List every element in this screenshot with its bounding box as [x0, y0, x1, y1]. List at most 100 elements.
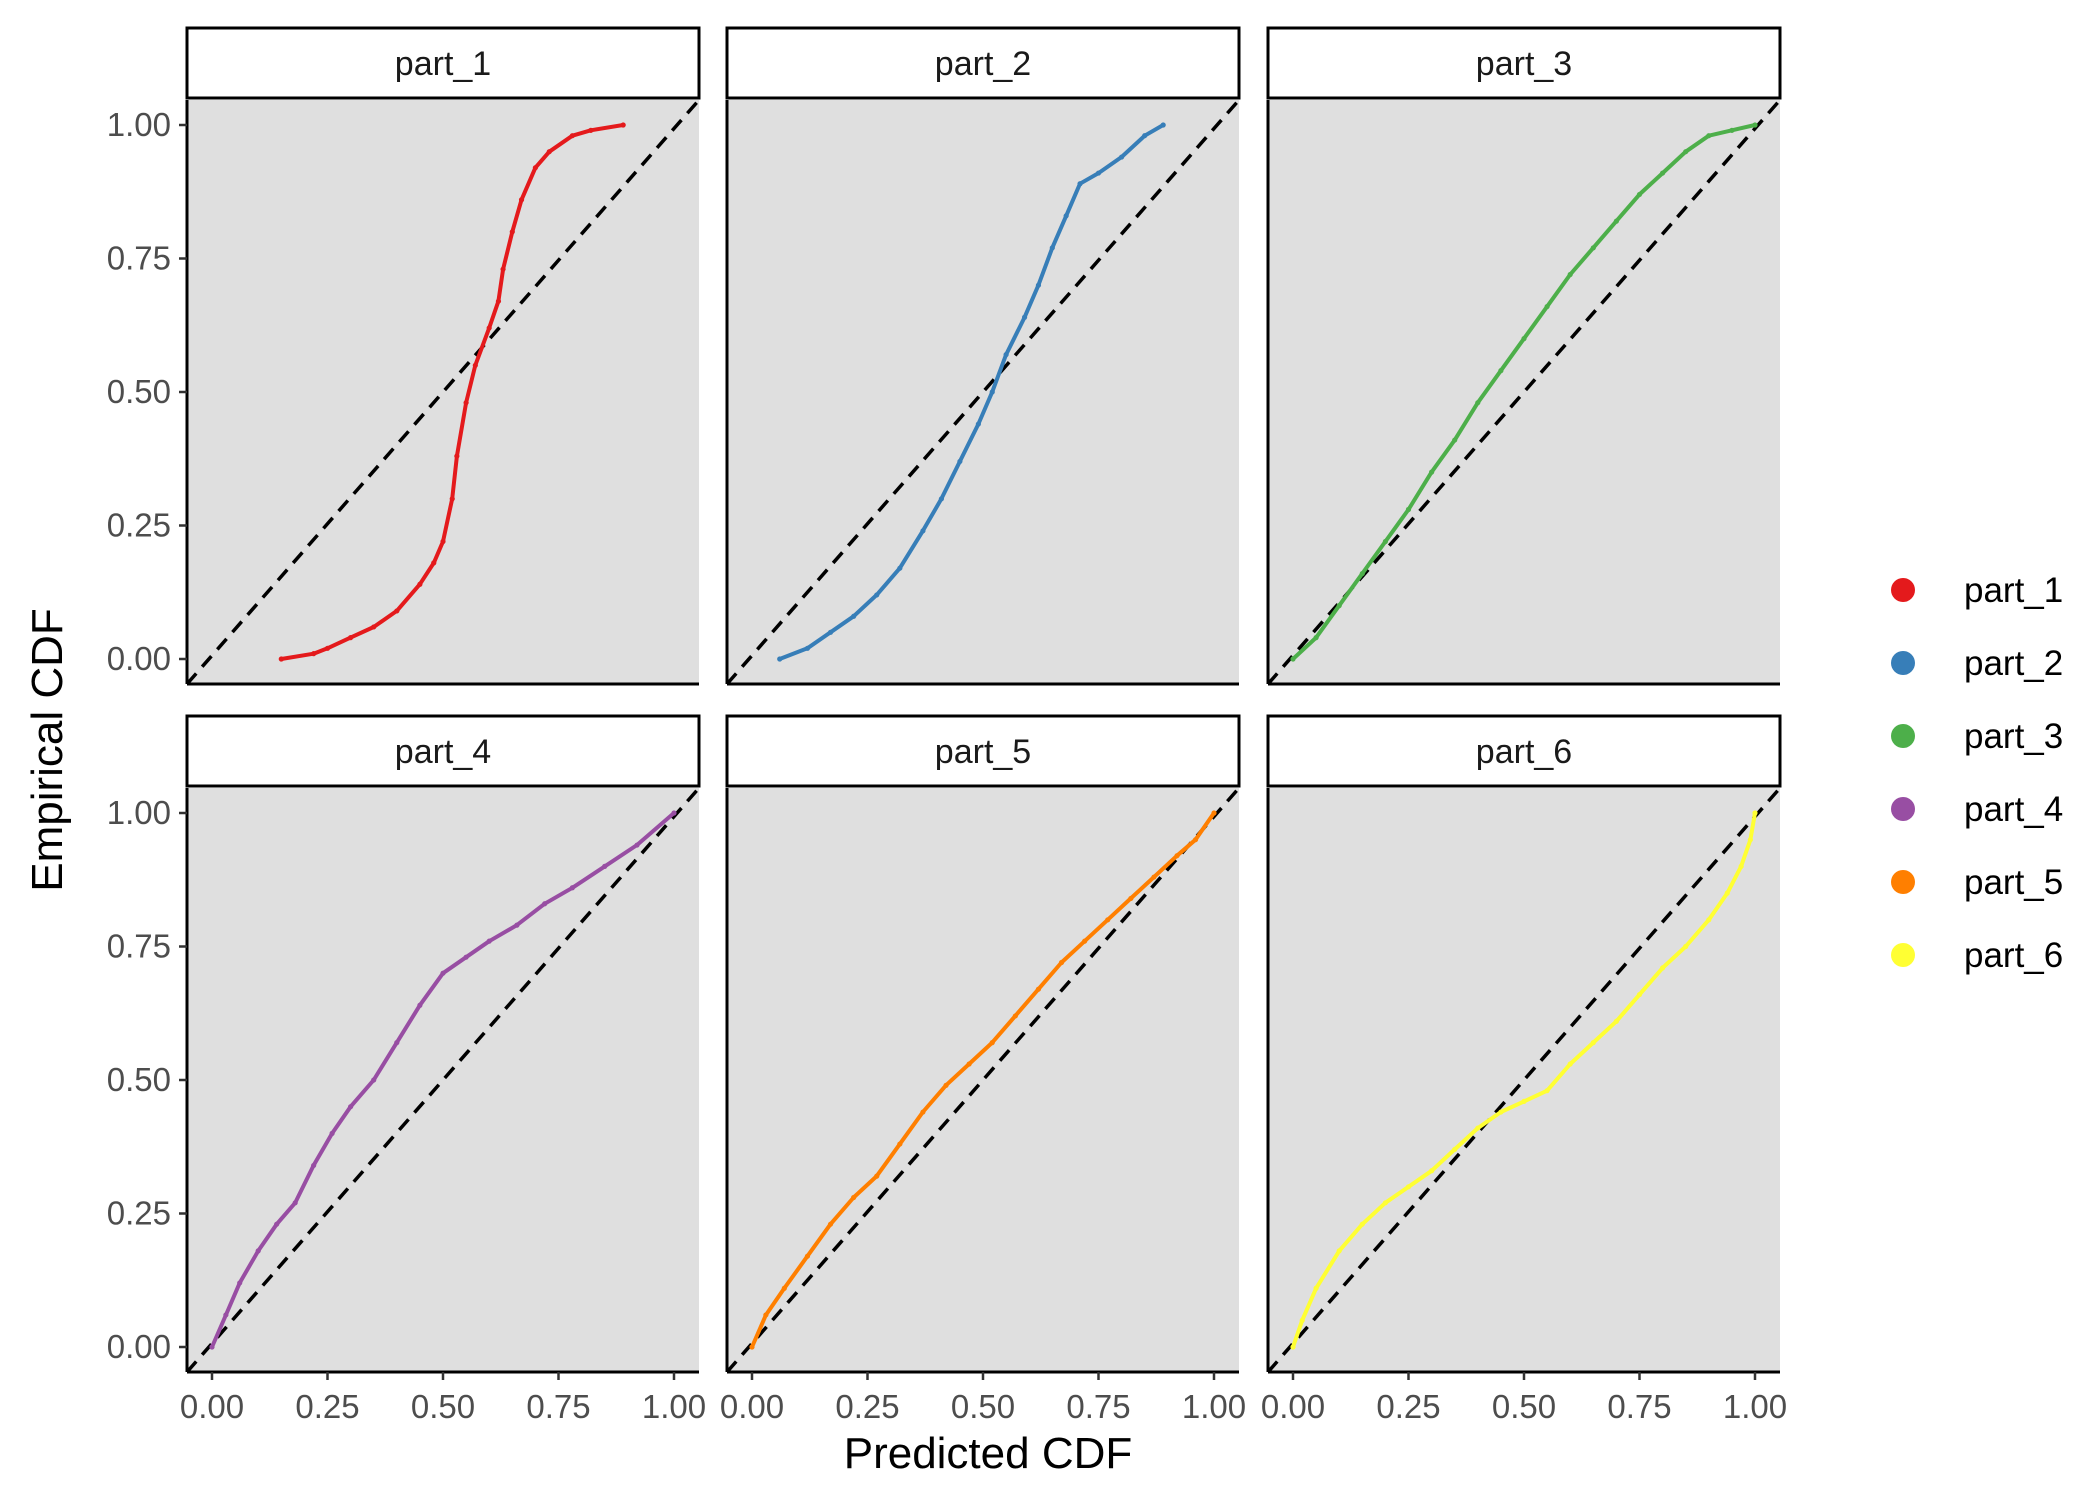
data-point — [943, 1082, 949, 1088]
data-point — [1498, 368, 1504, 374]
data-point — [781, 1285, 787, 1291]
legend-key — [1891, 724, 1915, 748]
data-point — [1636, 191, 1643, 198]
data-point — [634, 842, 640, 848]
data-point — [1313, 635, 1319, 641]
data-point — [1035, 282, 1042, 288]
x-tick-label: 1.00 — [1723, 1388, 1787, 1425]
data-point — [1192, 837, 1199, 843]
facet-panel-part_1: part_1 0.00 0.25 0.50 0.75 1.00 — [107, 26, 701, 686]
y-tick-label: 0.25 — [107, 1195, 171, 1232]
legend-key — [1891, 651, 1915, 675]
legend-item-part_3: part_3 — [1891, 717, 2063, 756]
data-point — [440, 538, 446, 545]
data-point — [1290, 656, 1296, 662]
legend-item-part_6: part_6 — [1891, 936, 2063, 975]
legend-item-part_1: part_1 — [1891, 571, 2063, 610]
data-point — [514, 922, 520, 928]
data-point — [1128, 895, 1134, 902]
data-point — [1313, 1285, 1319, 1291]
y-tick-label: 0.75 — [107, 240, 171, 277]
data-point — [546, 149, 552, 155]
legend-label: part_5 — [1964, 863, 2063, 902]
y-tick-label: 0.50 — [107, 1061, 171, 1098]
legend-key — [1891, 797, 1915, 821]
data-point — [804, 645, 811, 651]
legend-key — [1891, 578, 1915, 602]
x-tick-label: 0.50 — [1492, 1388, 1556, 1425]
data-point — [602, 863, 608, 870]
data-point — [1452, 1146, 1458, 1153]
data-point — [454, 453, 460, 459]
x-tick-label: 0.75 — [1607, 1388, 1671, 1425]
facet-strip — [725, 26, 1241, 100]
legend-key — [1891, 943, 1915, 967]
data-point — [851, 613, 857, 619]
data-point — [763, 1312, 769, 1318]
data-point — [1058, 959, 1065, 966]
data-point — [975, 421, 981, 427]
data-point — [1151, 874, 1157, 880]
legend-label: part_4 — [1964, 790, 2063, 829]
data-point — [371, 1077, 377, 1083]
data-point — [1752, 810, 1758, 816]
data-point — [1063, 213, 1069, 219]
data-point — [1683, 943, 1689, 950]
data-point — [348, 1104, 354, 1110]
data-point — [897, 565, 903, 571]
data-point — [989, 1040, 995, 1046]
facet-strip — [1266, 714, 1782, 788]
data-point — [1142, 133, 1148, 139]
series-line-part_6 — [1291, 812, 1757, 1348]
data-point — [989, 389, 995, 395]
facet-strip-label: part_1 — [395, 45, 491, 83]
legend-key — [1891, 870, 1915, 894]
legend-label: part_1 — [1964, 571, 2063, 610]
data-point — [463, 400, 469, 406]
x-tick-label: 0.00 — [180, 1388, 244, 1425]
data-point — [1336, 603, 1342, 609]
data-point — [1567, 271, 1573, 278]
data-point — [329, 1130, 335, 1136]
facet-panel-part_3: part_3 — [1266, 26, 1782, 686]
data-point — [1299, 1317, 1305, 1323]
reference-line — [725, 786, 1241, 1374]
data-point — [1077, 181, 1083, 187]
data-point — [1003, 352, 1009, 358]
data-point — [431, 560, 437, 566]
y-tick-label: 0.75 — [107, 928, 171, 965]
data-point — [1544, 1088, 1550, 1094]
data-point — [1382, 1200, 1388, 1206]
data-point — [417, 1002, 423, 1008]
x-tick-label: 0.50 — [411, 1388, 475, 1425]
data-point — [1405, 1184, 1412, 1190]
y-tick-label: 1.00 — [107, 106, 171, 143]
data-point — [1429, 1168, 1435, 1174]
facet-panel-part_5: part_5 0.00 0.25 0.50 0.75 1.00 — [720, 714, 1246, 1425]
data-point — [1452, 437, 1458, 443]
data-point — [1738, 863, 1744, 870]
data-point — [874, 592, 880, 598]
data-point — [1174, 853, 1180, 859]
data-point — [749, 1344, 755, 1350]
data-point — [237, 1280, 243, 1286]
data-point — [1095, 170, 1102, 176]
data-point — [1475, 400, 1481, 406]
data-point — [495, 298, 502, 304]
data-point — [938, 496, 945, 502]
facet-strip — [185, 26, 701, 100]
x-tick-label: 0.75 — [526, 1388, 590, 1425]
data-point — [1105, 917, 1111, 923]
data-point — [827, 1221, 834, 1227]
data-point — [966, 1061, 972, 1067]
y-axis-title: Empirical CDF — [23, 608, 72, 892]
data-point — [851, 1194, 857, 1201]
data-point — [1544, 303, 1550, 310]
data-point — [1012, 1013, 1018, 1019]
y-tick-label: 0.00 — [107, 640, 171, 677]
data-point — [209, 1344, 215, 1350]
data-point — [311, 651, 317, 657]
reference-line — [185, 786, 701, 1374]
data-point — [348, 635, 354, 641]
